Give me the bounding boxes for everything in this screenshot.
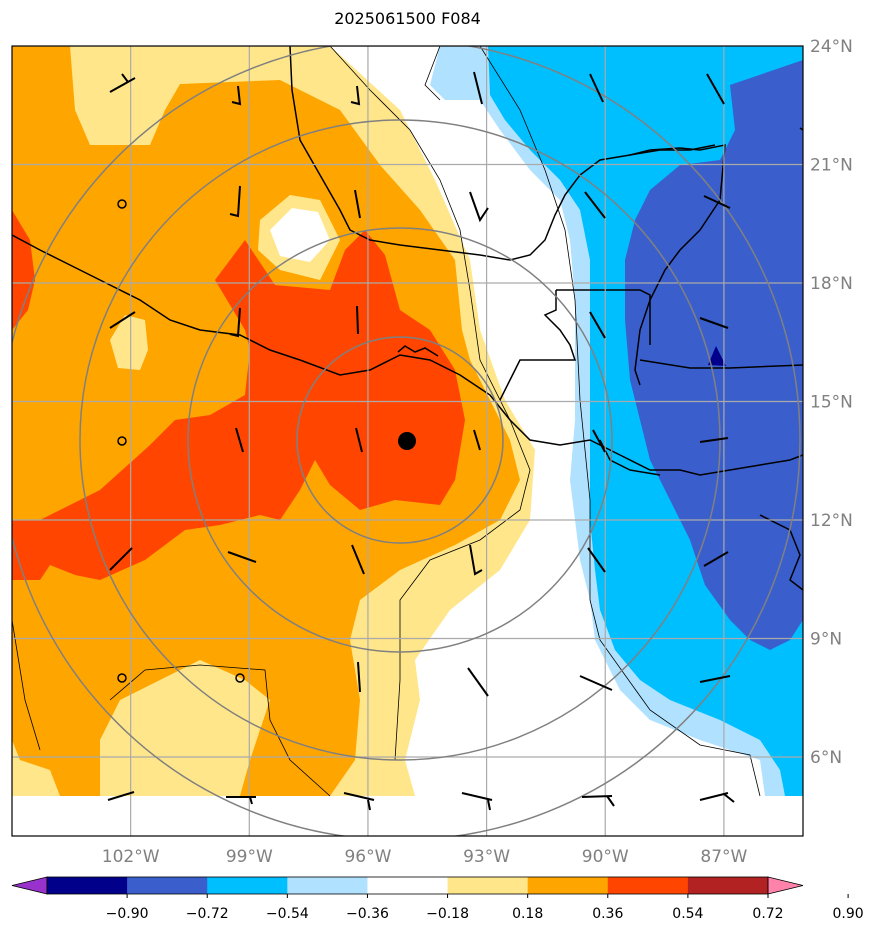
map-area (12, 46, 803, 836)
region-yellow-south (145, 780, 180, 796)
colorbar-tick-label: −0.18 (426, 906, 469, 922)
colorbar-segment (687, 877, 769, 894)
colorbar-segment (207, 877, 288, 894)
lat-tick-labels: 6°N 9°N 12°N 15°N 18°N 21°N 24°N (810, 37, 853, 768)
colorbar-segment (607, 877, 689, 894)
region-yellow-diamond (385, 664, 414, 694)
lon-tick-label: 90°W (582, 847, 629, 867)
region-yellow-hole-west (110, 315, 148, 370)
lon-tick-label: 102°W (102, 847, 160, 867)
colorbar-segment (527, 877, 609, 894)
country-borders (12, 46, 761, 797)
lat-tick-label: 21°N (810, 156, 853, 176)
colorbar (11, 876, 804, 895)
page-title: 2025061500 F084 (334, 9, 481, 28)
colorbar-tick-label: 0.72 (752, 906, 783, 922)
range-ring-2 (187, 227, 613, 653)
colorbar-extend-max (767, 876, 804, 895)
colorbar-tick-label: −0.36 (346, 906, 389, 922)
colorbar-segment (447, 877, 529, 894)
colorbar-tick-label: 0.36 (592, 906, 623, 922)
colorbar-tick-label: −0.90 (106, 906, 149, 922)
colorbar-tick-label: 0.54 (672, 906, 703, 922)
wind-barbs (107, 71, 735, 811)
lat-tick-label: 24°N (810, 37, 853, 57)
center-marker (398, 432, 416, 450)
positive-field (12, 46, 535, 796)
colorbar-tick-label: −0.54 (266, 906, 309, 922)
range-ring-4 (12, 46, 801, 836)
colorbar-segment (367, 877, 449, 894)
graticule (12, 46, 803, 836)
region-navy-neg0.72 (708, 346, 726, 366)
colorbar-segment (127, 877, 208, 894)
lon-tick-label: 96°W (344, 847, 391, 867)
colorbar-tick-label: −0.72 (186, 906, 229, 922)
lat-tick-label: 9°N (810, 630, 842, 650)
lon-tick-label: 93°W (463, 847, 510, 867)
lat-tick-label: 6°N (810, 748, 842, 768)
colorbar-tick-labels: −0.90 −0.72 −0.54 −0.36 −0.18 0.18 0.36 0.54 0.7… (106, 894, 864, 922)
region-red-0.54 (12, 230, 465, 580)
colorbar-frame (46, 876, 769, 895)
lat-tick-label: 15°N (810, 393, 853, 413)
colorbar-tick-label: 0.18 (512, 906, 543, 922)
range-ring-1 (296, 336, 504, 544)
region-red-west-edge (12, 210, 35, 330)
colorbar-tick-label: 0.90 (833, 906, 864, 922)
map-frame (11, 45, 804, 837)
lon-tick-labels: 102°W 99°W 96°W 93°W 90°W 87°W (102, 847, 748, 867)
colorbar-extend-min (11, 876, 48, 895)
lon-tick-label: 87°W (700, 847, 747, 867)
colorbar-segment (287, 877, 368, 894)
colorbar-segment (47, 877, 128, 894)
region-white-hole-north-inner (270, 208, 330, 262)
lat-tick-label: 18°N (810, 274, 853, 294)
lon-tick-label: 99°W (226, 847, 273, 867)
lat-tick-label: 12°N (810, 511, 853, 531)
